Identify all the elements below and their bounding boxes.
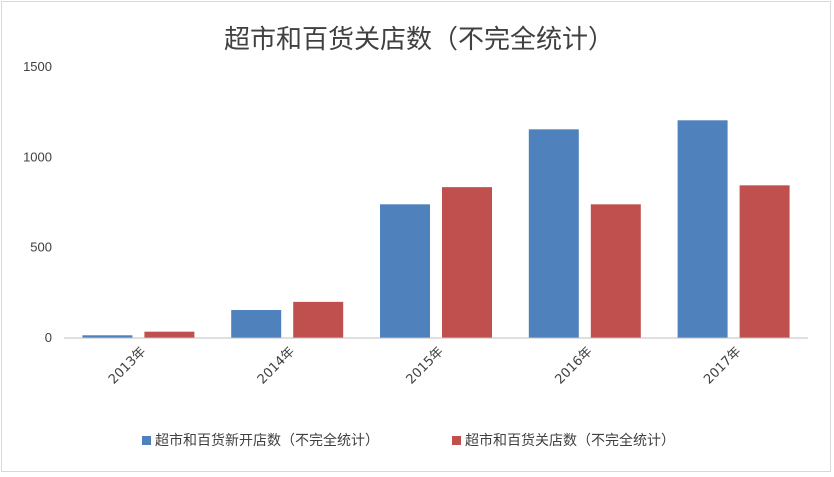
legend: 超市和百货新开店数（不完全统计） 超市和百货关店数（不完全统计） <box>142 432 675 449</box>
bar-series-0-0 <box>82 335 133 338</box>
bar-series-1-3 <box>590 204 641 338</box>
x-tick-label: 2014年 <box>255 344 298 387</box>
legend-swatch-1 <box>452 436 461 445</box>
chart-title: 超市和百货关店数（不完全统计） <box>224 25 614 55</box>
x-axis: 2013年 2014年 2015年 2016年 2017年 <box>106 344 744 387</box>
legend-label-1: 超市和百货关店数（不完全统计） <box>465 432 675 449</box>
x-tick-label: 2015年 <box>404 344 447 387</box>
bar-series-0-1 <box>231 309 282 338</box>
x-tick-label: 2016年 <box>552 344 595 387</box>
y-tick-label: 1500 <box>23 59 52 74</box>
y-tick-label: 500 <box>30 240 52 255</box>
bars <box>82 120 790 339</box>
x-tick-label: 2013年 <box>106 344 149 387</box>
y-tick-label: 1000 <box>23 149 52 164</box>
y-tick-label: 0 <box>45 330 52 345</box>
legend-label-0: 超市和百货新开店数（不完全统计） <box>155 432 379 449</box>
bar-series-1-0 <box>144 331 195 338</box>
bar-series-0-3 <box>528 129 579 338</box>
legend-swatch-0 <box>142 436 151 445</box>
bar-series-1-4 <box>739 185 790 338</box>
bar-series-1-2 <box>442 187 492 338</box>
bar-series-0-4 <box>677 120 728 339</box>
bar-series-1-1 <box>293 301 344 338</box>
x-tick-label: 2017年 <box>701 344 744 387</box>
bar-series-0-2 <box>380 204 430 338</box>
y-axis: 0 500 1000 1500 <box>23 59 52 345</box>
